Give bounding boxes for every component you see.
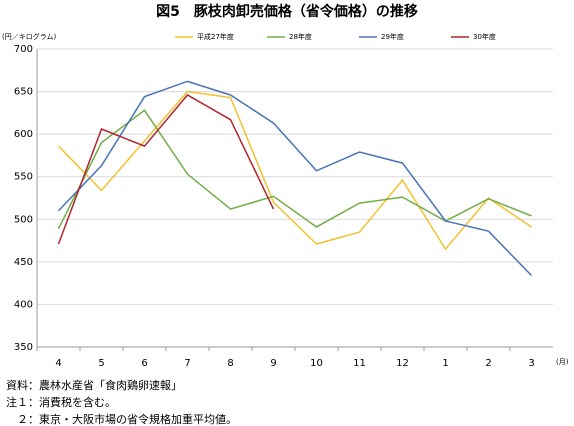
y-tick-label: 400 <box>14 299 33 310</box>
note: ２：東京・大阪市場の省令規格加重平均値。 <box>6 412 237 426</box>
series-line <box>57 94 275 245</box>
x-tick-label: 7 <box>184 358 190 369</box>
y-tick-label: 600 <box>14 129 33 140</box>
note: 資料：農林水産省「食肉鶏卵速報」 <box>6 378 182 392</box>
x-tick-label: 5 <box>98 358 104 369</box>
y-axis-label: (円／キログラム) <box>2 32 57 41</box>
y-tick-label: 700 <box>14 44 33 55</box>
series-line <box>57 80 533 277</box>
y-tick-label: 650 <box>14 87 33 98</box>
x-tick-label: 11 <box>353 358 366 369</box>
y-tick-label: 500 <box>14 214 33 225</box>
y-tick-label: 350 <box>14 342 33 353</box>
chart-title: 図5 豚枝肉卸売価格（省令価格）の推移 <box>156 3 418 20</box>
series-line <box>57 109 532 229</box>
x-tick-label: 2 <box>485 358 491 369</box>
series-line <box>57 90 532 251</box>
legend-label: 28年度 <box>289 32 312 41</box>
x-tick-label: 9 <box>270 358 276 369</box>
x-tick-label: 4 <box>55 358 61 369</box>
x-tick-label: 3 <box>528 358 534 369</box>
x-tick-label: 8 <box>227 358 233 369</box>
x-tick-label: 6 <box>141 358 147 369</box>
x-tick-label: 1 <box>442 358 448 369</box>
legend-label: 30年度 <box>473 32 496 41</box>
x-axis-label: (月) <box>556 358 569 366</box>
y-tick-label: 450 <box>14 257 33 268</box>
y-tick-label: 550 <box>14 172 33 183</box>
legend-label: 29年度 <box>381 32 404 41</box>
note: 注１：消費税を含む。 <box>6 395 116 409</box>
x-tick-label: 10 <box>310 358 323 369</box>
x-tick-label: 12 <box>396 358 409 369</box>
legend-label: 平成27年度 <box>197 32 234 41</box>
